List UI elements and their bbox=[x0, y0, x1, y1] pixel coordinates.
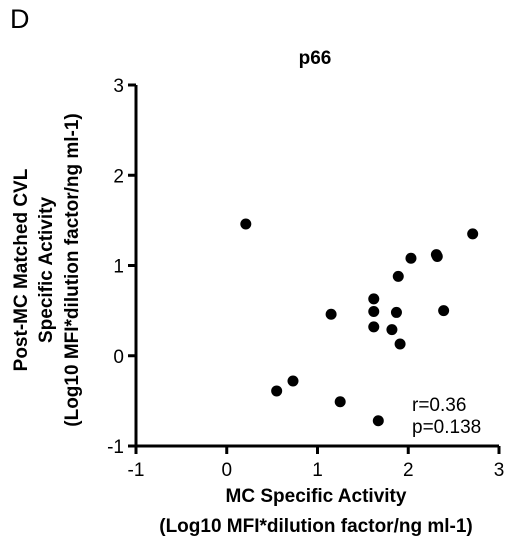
data-point bbox=[368, 306, 380, 318]
y-tick-label: 0 bbox=[113, 347, 124, 368]
data-points bbox=[240, 218, 479, 427]
data-point bbox=[334, 396, 346, 408]
x-tick-label: 1 bbox=[312, 460, 323, 481]
x-tick-label: 0 bbox=[221, 460, 232, 481]
data-point bbox=[386, 324, 398, 336]
data-point bbox=[372, 415, 384, 427]
x-tick-label: -1 bbox=[128, 460, 145, 481]
x-axis-label-line2: (Log10 MFI*dilution factor/ng ml-1) bbox=[159, 516, 472, 537]
y-tick-label: 3 bbox=[113, 76, 124, 97]
data-point bbox=[431, 250, 443, 262]
data-point bbox=[287, 375, 299, 387]
y-tick-label: 2 bbox=[113, 166, 124, 187]
x-tick-label: 2 bbox=[403, 460, 414, 481]
data-point bbox=[240, 218, 252, 230]
data-point bbox=[405, 252, 417, 264]
data-point bbox=[368, 321, 380, 333]
annotation-p: p=0.138 bbox=[412, 417, 481, 438]
y-axis-label-line3: (Log10 MFI*dilution factor/ng ml-1) bbox=[62, 113, 83, 426]
annotation-r: r=0.36 bbox=[412, 395, 466, 416]
chart-title: p66 bbox=[299, 48, 332, 69]
y-axis-label-line1: Post-MC Matched CVL bbox=[11, 168, 32, 371]
data-point bbox=[368, 293, 380, 305]
y-axis-label-line2: Specific Activity bbox=[36, 197, 57, 344]
data-point bbox=[394, 338, 406, 350]
panel-label: D bbox=[10, 4, 30, 34]
x-tick-label: 3 bbox=[494, 460, 505, 481]
data-point bbox=[467, 228, 479, 240]
data-point bbox=[392, 270, 404, 282]
data-point bbox=[438, 305, 450, 317]
x-axis-label-line1: MC Specific Activity bbox=[226, 486, 407, 507]
y-tick-label: 1 bbox=[113, 257, 124, 278]
axes: -1 0 1 2 3 -1 0 1 2 3 bbox=[107, 76, 504, 481]
data-point bbox=[325, 308, 337, 320]
data-point bbox=[390, 306, 402, 318]
y-tick-label: -1 bbox=[107, 437, 124, 458]
data-point bbox=[271, 385, 283, 397]
